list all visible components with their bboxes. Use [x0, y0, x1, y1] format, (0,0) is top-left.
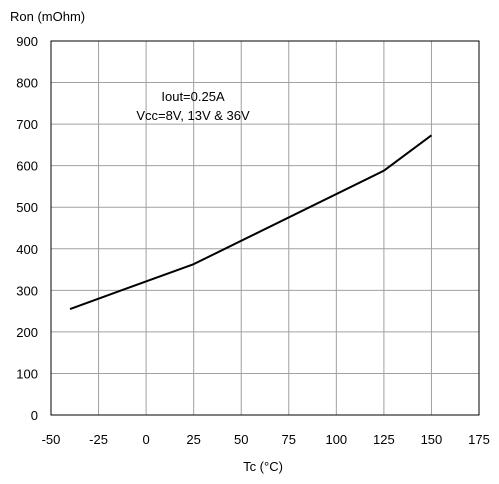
x-tick-label: -25 — [89, 432, 108, 447]
y-tick-label: 0 — [31, 408, 38, 423]
series-line — [69, 134, 433, 310]
y-tick-label: 800 — [16, 76, 38, 91]
y-axis-label: Ron (mOhm) — [10, 9, 85, 24]
x-tick-label: -50 — [42, 432, 61, 447]
y-tick-label: 500 — [16, 200, 38, 215]
annotation-line-1: Iout=0.25A — [161, 89, 225, 104]
x-tick-label: 75 — [282, 432, 296, 447]
y-tick-label: 100 — [16, 366, 38, 381]
x-tick-label: 175 — [468, 432, 490, 447]
x-tick-label: 50 — [234, 432, 248, 447]
x-tick-label: 0 — [142, 432, 149, 447]
series-lines — [69, 134, 433, 310]
y-tick-label: 200 — [16, 325, 38, 340]
x-tick-label: 150 — [421, 432, 443, 447]
plot-frame — [50, 40, 480, 416]
y-tick-label: 400 — [16, 242, 38, 257]
y-tick-label: 600 — [16, 159, 38, 174]
x-axis-label: Tc (°C) — [243, 459, 283, 474]
y-tick-label: 700 — [16, 117, 38, 132]
annotation-line-2: Vcc=8V, 13V & 36V — [136, 108, 250, 123]
tick-labels: -50 -25 0 25 50 75 100 125 150 175 0 100 200 300 400 50… — [16, 34, 490, 447]
x-tick-label: 125 — [373, 432, 395, 447]
x-tick-label: 25 — [186, 432, 200, 447]
x-tick-label: 100 — [325, 432, 347, 447]
y-tick-label: 900 — [16, 34, 38, 49]
y-tick-label: 300 — [16, 283, 38, 298]
annotation: Iout=0.25A Vcc=8V, 13V & 36V — [136, 89, 250, 123]
